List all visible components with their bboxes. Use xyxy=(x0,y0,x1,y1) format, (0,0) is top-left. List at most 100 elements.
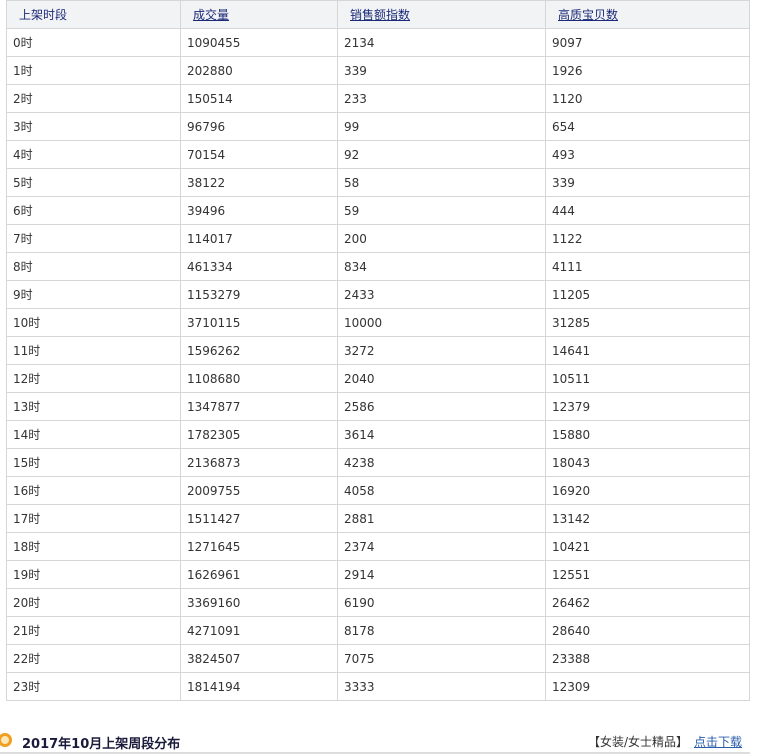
cell-time-slot: 0时 xyxy=(6,28,181,57)
cell-volume: 1626961 xyxy=(180,560,338,589)
cell-volume: 1511427 xyxy=(180,504,338,533)
cell-volume: 1782305 xyxy=(180,420,338,449)
cell-time-slot: 15时 xyxy=(6,448,181,477)
cell-time-slot: 6时 xyxy=(6,196,181,225)
cell-sales-index: 2586 xyxy=(337,392,546,421)
table-row: 22时 3824507 7075 23388 xyxy=(6,644,750,673)
cell-volume: 38122 xyxy=(180,168,338,197)
cell-time-slot: 4时 xyxy=(6,140,181,169)
table-row: 10时 3710115 10000 31285 xyxy=(6,308,750,337)
table-row: 19时 1626961 2914 12551 xyxy=(6,560,750,589)
cell-volume: 2136873 xyxy=(180,448,338,477)
cell-quality-items: 23388 xyxy=(545,644,750,673)
cell-volume: 461334 xyxy=(180,252,338,281)
header-sales-index[interactable]: 销售额指数 xyxy=(337,0,546,29)
cell-sales-index: 2881 xyxy=(337,504,546,533)
cell-time-slot: 16时 xyxy=(6,476,181,505)
table-row: 12时 1108680 2040 10511 xyxy=(6,364,750,393)
cell-volume: 3369160 xyxy=(180,588,338,617)
cell-time-slot: 14时 xyxy=(6,420,181,449)
cell-quality-items: 15880 xyxy=(545,420,750,449)
header-volume[interactable]: 成交量 xyxy=(180,0,338,29)
table-row: 20时 3369160 6190 26462 xyxy=(6,588,750,617)
cell-volume: 3710115 xyxy=(180,308,338,337)
cell-sales-index: 3272 xyxy=(337,336,546,365)
cell-time-slot: 11时 xyxy=(6,336,181,365)
cell-quality-items: 18043 xyxy=(545,448,750,477)
table-row: 21时 4271091 8178 28640 xyxy=(6,616,750,645)
cell-time-slot: 7时 xyxy=(6,224,181,253)
header-time-slot: 上架时段 xyxy=(6,0,181,29)
cell-time-slot: 23时 xyxy=(6,672,181,701)
cell-volume: 2009755 xyxy=(180,476,338,505)
cell-time-slot: 8时 xyxy=(6,252,181,281)
cell-quality-items: 10511 xyxy=(545,364,750,393)
cell-volume: 1814194 xyxy=(180,672,338,701)
cell-volume: 4271091 xyxy=(180,616,338,645)
cell-volume: 1596262 xyxy=(180,336,338,365)
cell-time-slot: 12时 xyxy=(6,364,181,393)
table-row: 16时 2009755 4058 16920 xyxy=(6,476,750,505)
cell-quality-items: 10421 xyxy=(545,532,750,561)
table-row: 4时 70154 92 493 xyxy=(6,140,750,169)
cell-volume: 70154 xyxy=(180,140,338,169)
cell-sales-index: 2374 xyxy=(337,532,546,561)
cell-quality-items: 339 xyxy=(545,168,750,197)
cell-quality-items: 1120 xyxy=(545,84,750,113)
cell-time-slot: 5时 xyxy=(6,168,181,197)
cell-volume: 96796 xyxy=(180,112,338,141)
cell-sales-index: 99 xyxy=(337,112,546,141)
cell-volume: 1090455 xyxy=(180,28,338,57)
cell-quality-items: 444 xyxy=(545,196,750,225)
cell-time-slot: 1时 xyxy=(6,56,181,85)
cell-volume: 39496 xyxy=(180,196,338,225)
cell-quality-items: 12551 xyxy=(545,560,750,589)
table-row: 7时 114017 200 1122 xyxy=(6,224,750,253)
data-table: 上架时段 成交量 销售额指数 高质宝贝数 0时 1090455 2134 9097 1时… xyxy=(6,0,750,701)
table-row: 0时 1090455 2134 9097 xyxy=(6,28,750,57)
table-row: 11时 1596262 3272 14641 xyxy=(6,336,750,365)
cell-volume: 1271645 xyxy=(180,532,338,561)
cell-time-slot: 18时 xyxy=(6,532,181,561)
cell-time-slot: 10时 xyxy=(6,308,181,337)
cell-sales-index: 233 xyxy=(337,84,546,113)
cell-time-slot: 20时 xyxy=(6,588,181,617)
cell-sales-index: 59 xyxy=(337,196,546,225)
cell-quality-items: 1926 xyxy=(545,56,750,85)
cell-volume: 1347877 xyxy=(180,392,338,421)
cell-volume: 3824507 xyxy=(180,644,338,673)
cell-volume: 202880 xyxy=(180,56,338,85)
cell-quality-items: 12379 xyxy=(545,392,750,421)
category-label: 【女装/女士精品】 xyxy=(587,735,688,749)
cell-quality-items: 1122 xyxy=(545,224,750,253)
header-quality-items[interactable]: 高质宝贝数 xyxy=(545,0,750,29)
sort-volume-link[interactable]: 成交量 xyxy=(193,8,230,22)
cell-time-slot: 3时 xyxy=(6,112,181,141)
download-link[interactable]: 点击下载 xyxy=(693,735,742,749)
cell-time-slot: 22时 xyxy=(6,644,181,673)
table-row: 3时 96796 99 654 xyxy=(6,112,750,141)
cell-time-slot: 19时 xyxy=(6,560,181,589)
cell-quality-items: 31285 xyxy=(545,308,750,337)
cell-sales-index: 58 xyxy=(337,168,546,197)
table-row: 14时 1782305 3614 15880 xyxy=(6,420,750,449)
cell-sales-index: 4058 xyxy=(337,476,546,505)
sort-quality-items-link[interactable]: 高质宝贝数 xyxy=(558,8,619,22)
table-row: 13时 1347877 2586 12379 xyxy=(6,392,750,421)
cell-time-slot: 13时 xyxy=(6,392,181,421)
cell-quality-items: 28640 xyxy=(545,616,750,645)
table-row: 23时 1814194 3333 12309 xyxy=(6,672,750,701)
cell-quality-items: 9097 xyxy=(545,28,750,57)
cell-sales-index: 339 xyxy=(337,56,546,85)
orange-circle-icon xyxy=(0,733,12,747)
cell-time-slot: 17时 xyxy=(6,504,181,533)
cell-volume: 1108680 xyxy=(180,364,338,393)
table-row: 15时 2136873 4238 18043 xyxy=(6,448,750,477)
cell-sales-index: 2433 xyxy=(337,280,546,309)
table-row: 2时 150514 233 1120 xyxy=(6,84,750,113)
cell-sales-index: 10000 xyxy=(337,308,546,337)
table-row: 17时 1511427 2881 13142 xyxy=(6,504,750,533)
section-header: 2017年10月上架周段分布 【女装/女士精品】 点击下载 xyxy=(0,728,750,754)
sort-sales-index-link[interactable]: 销售额指数 xyxy=(350,8,411,22)
table-row: 1时 202880 339 1926 xyxy=(6,56,750,85)
